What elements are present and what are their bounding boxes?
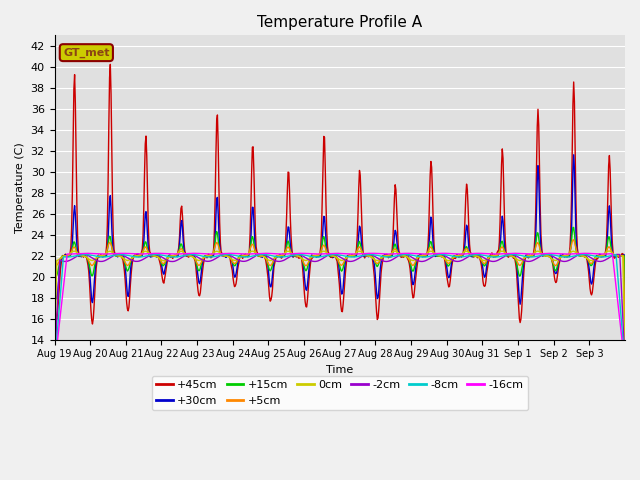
Legend: +45cm, +30cm, +15cm, +5cm, 0cm, -2cm, -8cm, -16cm: +45cm, +30cm, +15cm, +5cm, 0cm, -2cm, -8… (152, 376, 528, 410)
Title: Temperature Profile A: Temperature Profile A (257, 15, 422, 30)
Y-axis label: Temperature (C): Temperature (C) (15, 142, 25, 233)
Text: GT_met: GT_met (63, 48, 109, 58)
X-axis label: Time: Time (326, 365, 353, 375)
